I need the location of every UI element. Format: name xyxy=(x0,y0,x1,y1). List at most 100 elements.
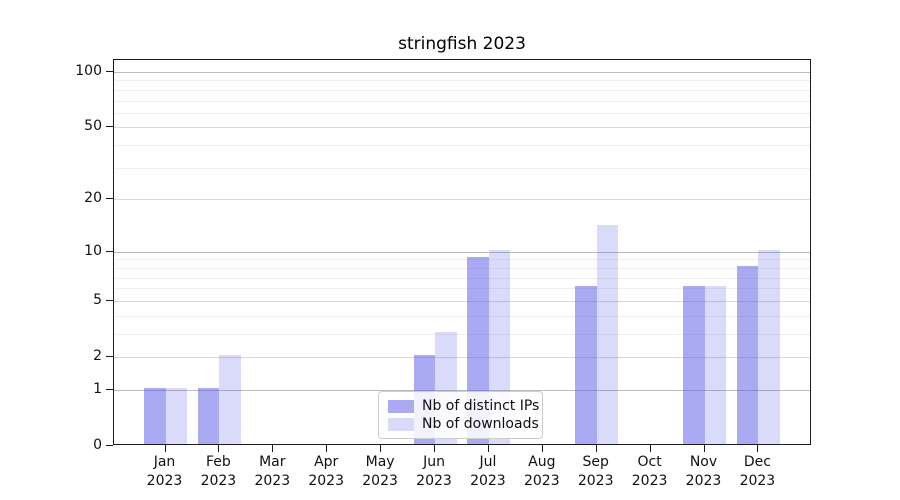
month-label: Jul xyxy=(479,454,497,470)
y-tick-label: 50 xyxy=(84,118,102,135)
x-tick-label: Mar 2023 xyxy=(242,453,302,491)
x-tick-label: Dec 2023 xyxy=(727,453,787,491)
year-label: 2023 xyxy=(470,473,506,489)
bar-downloads xyxy=(596,224,619,444)
bar-downloads xyxy=(704,286,726,444)
legend-entry: Nb of downloads xyxy=(388,416,539,432)
minor-gridline xyxy=(114,267,810,269)
plot-area xyxy=(113,59,811,445)
legend-label: Nb of downloads xyxy=(422,416,539,432)
minor-gridline xyxy=(114,288,810,290)
month-label: Apr xyxy=(314,454,339,470)
y-tick-label: 100 xyxy=(75,63,102,79)
major-gridline xyxy=(114,389,810,391)
major-gridline xyxy=(114,300,810,302)
minor-gridline xyxy=(114,80,810,82)
x-tick-mark xyxy=(541,445,543,452)
x-tick-label: Nov 2023 xyxy=(674,453,734,491)
bar-distinct-ips xyxy=(575,286,597,444)
x-tick-mark xyxy=(218,445,220,452)
y-tick-label: 10 xyxy=(84,242,102,259)
bar-downloads xyxy=(165,387,187,444)
y-tick-label: 20 xyxy=(84,190,102,207)
x-tick-mark xyxy=(434,445,435,452)
minor-gridline xyxy=(114,315,810,317)
bar-distinct-ips xyxy=(683,286,705,444)
year-label: 2023 xyxy=(146,473,183,489)
year-label: 2023 xyxy=(362,473,398,489)
x-tick-mark xyxy=(595,445,597,452)
chart-title: stringfish 2023 xyxy=(398,34,526,54)
legend-label: Nb of distinct IPs xyxy=(422,398,540,414)
x-tick-mark xyxy=(272,445,274,452)
x-tick-label: Jun 2023 xyxy=(404,453,464,491)
year-label: 2023 xyxy=(577,473,614,489)
y-tick-label: 0 xyxy=(93,437,102,453)
major-gridline xyxy=(114,251,810,253)
month-label: Dec xyxy=(743,454,771,470)
x-tick-label: Sep 2023 xyxy=(566,453,626,491)
year-label: 2023 xyxy=(523,473,560,489)
x-tick-mark xyxy=(326,445,328,452)
x-tick-mark xyxy=(487,445,489,452)
y-tick-label: 2 xyxy=(93,348,102,364)
x-tick-label: Apr 2023 xyxy=(296,453,356,491)
y-tick-mark xyxy=(106,71,113,72)
year-label: 2023 xyxy=(308,473,344,489)
minor-gridline xyxy=(114,277,810,279)
y-tick-mark xyxy=(106,198,113,200)
x-tick-mark xyxy=(164,445,166,452)
y-tick-label: 1 xyxy=(93,380,102,397)
year-label: 2023 xyxy=(739,473,776,489)
month-label: Oct xyxy=(637,454,662,470)
y-tick-label: 5 xyxy=(93,291,102,308)
month-label: Aug xyxy=(528,454,556,470)
x-tick-mark xyxy=(649,445,651,452)
year-label: 2023 xyxy=(200,473,237,489)
minor-gridline xyxy=(114,333,810,335)
legend-entry: Nb of distinct IPs xyxy=(388,398,539,414)
bar-distinct-ips xyxy=(736,265,759,444)
year-label: 2023 xyxy=(631,473,668,489)
minor-gridline xyxy=(114,112,810,114)
month-label: May xyxy=(365,454,395,470)
y-tick-mark xyxy=(106,299,113,301)
year-label: 2023 xyxy=(254,473,291,489)
y-tick-mark xyxy=(106,445,113,446)
y-tick-mark xyxy=(106,250,113,252)
x-tick-label: Oct 2023 xyxy=(620,453,680,491)
minor-gridline xyxy=(114,145,810,147)
y-tick-mark xyxy=(106,126,113,128)
major-gridline xyxy=(114,127,810,129)
minor-gridline xyxy=(114,100,810,102)
major-gridline xyxy=(114,72,810,73)
year-label: 2023 xyxy=(416,473,452,489)
legend-swatch xyxy=(388,417,414,431)
month-label: Jun xyxy=(423,454,445,470)
bar-downloads xyxy=(219,355,241,444)
month-label: Sep xyxy=(582,454,609,470)
minor-gridline xyxy=(114,259,810,261)
x-tick-label: Aug 2023 xyxy=(512,453,572,491)
y-tick-mark xyxy=(106,356,113,357)
major-gridline xyxy=(114,199,810,201)
bar-downloads xyxy=(758,249,780,444)
x-tick-label: Jul 2023 xyxy=(458,453,518,491)
month-label: Nov xyxy=(689,454,718,470)
year-label: 2023 xyxy=(685,473,722,489)
x-tick-label: Jan 2023 xyxy=(135,453,195,491)
month-label: Jan xyxy=(153,454,176,470)
x-tick-mark xyxy=(757,445,759,452)
legend-swatch xyxy=(388,399,414,413)
x-tick-label: May 2023 xyxy=(350,453,410,491)
month-label: Mar xyxy=(259,454,286,470)
month-label: Feb xyxy=(205,454,231,470)
bar-distinct-ips xyxy=(144,387,166,444)
x-tick-label: Feb 2023 xyxy=(188,453,248,491)
x-tick-mark xyxy=(380,445,382,452)
major-gridline xyxy=(114,357,810,358)
y-tick-mark xyxy=(106,388,113,390)
bar-distinct-ips xyxy=(197,387,220,444)
minor-gridline xyxy=(114,89,810,91)
